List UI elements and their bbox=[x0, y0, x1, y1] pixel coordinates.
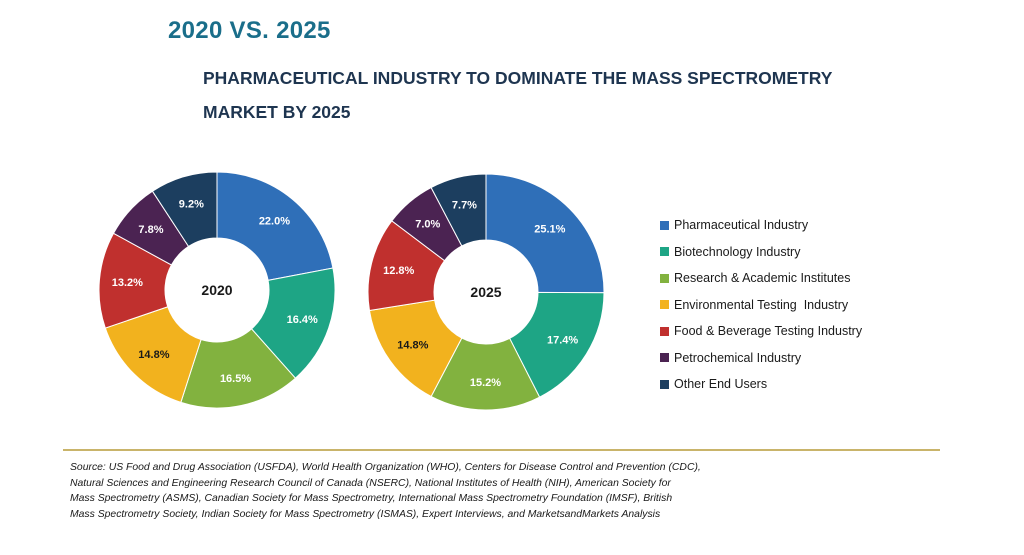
slice-label-biotechnology-industry: 17.4% bbox=[547, 334, 578, 346]
legend-swatch bbox=[660, 353, 669, 363]
legend-item: Food & Beverage Testing Industry bbox=[660, 318, 862, 345]
slice-biotechnology-industry bbox=[250, 267, 336, 379]
source-line-3: Mass Spectrometry (ASMS), Canadian Socie… bbox=[70, 493, 673, 504]
legend-swatch bbox=[660, 247, 669, 257]
slice-label-other-end-users: 7.7% bbox=[452, 200, 477, 212]
slice-label-petrochemical-industry: 7.0% bbox=[415, 218, 440, 230]
legend-swatch bbox=[660, 220, 669, 230]
divider-rule bbox=[63, 449, 940, 451]
slice-label-other-end-users: 9.2% bbox=[179, 199, 204, 211]
source-line-4: Mass Spectrometry Society, Indian Societ… bbox=[70, 508, 661, 520]
slice-label-environmental-testing-industry: 14.8% bbox=[397, 339, 428, 351]
title-line-1: PHARMACEUTICAL INDUSTRY TO DOMINATE THE … bbox=[203, 68, 833, 88]
source-line-2: Natural Sciences and Engineering Researc… bbox=[70, 477, 671, 489]
slice-label-food-and-beverage-testing-industry: 13.2% bbox=[112, 277, 143, 289]
slice-label-environmental-testing-industry: 14.8% bbox=[138, 349, 169, 361]
legend-item: Pharmaceutical Industry bbox=[660, 212, 862, 239]
donut-chart-2020: 22.0% 16.4% 16.5% 14.8% 13.2% 7.8% 9.2% 2020 bbox=[98, 171, 336, 409]
legend-label: Environmental Testing Industry bbox=[674, 297, 849, 312]
legend-swatch bbox=[660, 300, 669, 310]
legend-swatch bbox=[660, 379, 669, 389]
slice-label-research-and-academic-institutes: 15.2% bbox=[470, 377, 501, 389]
title-line-2: MARKET BY 2025 bbox=[203, 102, 351, 122]
slice-pharmaceutical-industry bbox=[485, 173, 605, 294]
slice-other-end-users bbox=[430, 173, 487, 247]
headline: 2020 VS. 2025 bbox=[168, 17, 331, 44]
legend-swatch bbox=[660, 273, 669, 283]
slice-label-food-and-beverage-testing-industry: 12.8% bbox=[383, 265, 414, 277]
source-note: Source: US Food and Drug Association (US… bbox=[70, 460, 950, 522]
chart-title: PHARMACEUTICAL INDUSTRY TO DOMINATE THE … bbox=[203, 61, 903, 129]
legend-swatch bbox=[660, 326, 669, 336]
legend-label: Biotechnology Industry bbox=[674, 244, 801, 259]
legend-item: Petrochemical Industry bbox=[660, 345, 862, 372]
slice-label-research-and-academic-institutes: 16.5% bbox=[220, 373, 251, 385]
legend-label: Research & Academic Institutes bbox=[674, 271, 851, 286]
donut-center-label: 2025 bbox=[470, 284, 501, 300]
slice-research-and-academic-institutes bbox=[180, 328, 297, 409]
legend: Pharmaceutical Industry Biotechnology In… bbox=[660, 212, 862, 398]
legend-item: Environmental Testing Industry bbox=[660, 292, 862, 319]
legend-label: Pharmaceutical Industry bbox=[674, 218, 809, 233]
slice-biotechnology-industry bbox=[508, 291, 605, 398]
slice-label-pharmaceutical-industry: 25.1% bbox=[534, 224, 565, 236]
slice-label-petrochemical-industry: 7.8% bbox=[138, 224, 163, 236]
slice-other-end-users bbox=[151, 171, 218, 248]
slice-pharmaceutical-industry bbox=[216, 171, 334, 281]
legend-item: Biotechnology Industry bbox=[660, 239, 862, 266]
legend-item: Research & Academic Institutes bbox=[660, 265, 862, 292]
legend-label: Food & Beverage Testing Industry bbox=[674, 324, 863, 339]
slice-label-pharmaceutical-industry: 22.0% bbox=[259, 216, 290, 228]
source-line-1: Source: US Food and Drug Association (US… bbox=[70, 462, 701, 473]
donut-center-label: 2020 bbox=[201, 282, 232, 298]
slice-label-biotechnology-industry: 16.4% bbox=[287, 314, 318, 326]
legend-item: Other End Users bbox=[660, 371, 862, 398]
legend-label: Petrochemical Industry bbox=[674, 350, 802, 365]
legend-label: Other End Users bbox=[674, 377, 768, 392]
donut-chart-2025: 25.1% 17.4% 15.2% 14.8% 12.8% 7.0% 7.7% 2025 bbox=[367, 173, 605, 411]
